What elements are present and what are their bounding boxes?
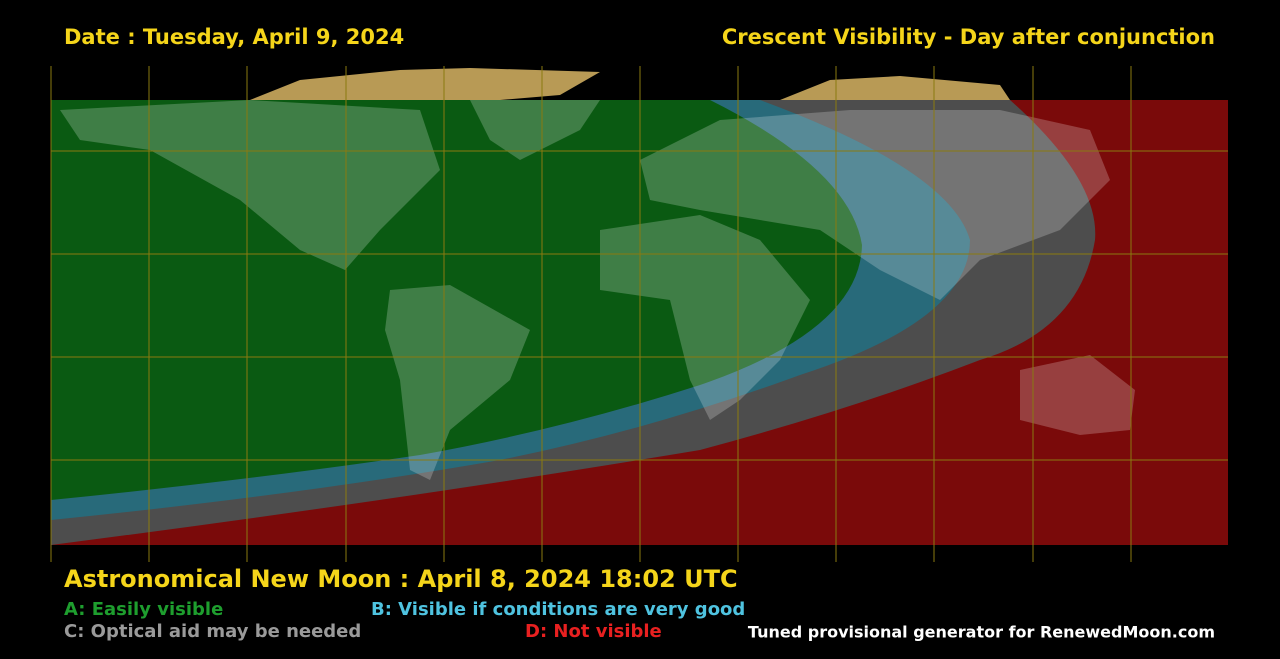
zone-a (51, 100, 862, 500)
map (50, 66, 1228, 562)
date: Date : Tuesday, April 9, 2024 (64, 25, 404, 49)
title: Crescent Visibility - Day after conjunct… (722, 25, 1215, 49)
new-moon: Astronomical New Moon : April 8, 2024 18… (64, 565, 738, 593)
legend-b: B: Visible if conditions are very good (371, 599, 745, 620)
legend-c: C: Optical aid may be needed (64, 621, 361, 642)
landmasses (60, 100, 1135, 480)
eurasia (640, 110, 1110, 300)
south-america (385, 285, 530, 480)
grid (50, 66, 1228, 562)
north-america (60, 100, 440, 270)
legend-d: D: Not visible (525, 621, 662, 642)
australia (1020, 355, 1135, 435)
legend-a: A: Easily visible (64, 599, 223, 620)
credit: Tuned provisional generator for RenewedM… (748, 623, 1215, 642)
arctic-land (250, 68, 1010, 100)
greenland (470, 100, 600, 160)
africa (600, 215, 810, 420)
